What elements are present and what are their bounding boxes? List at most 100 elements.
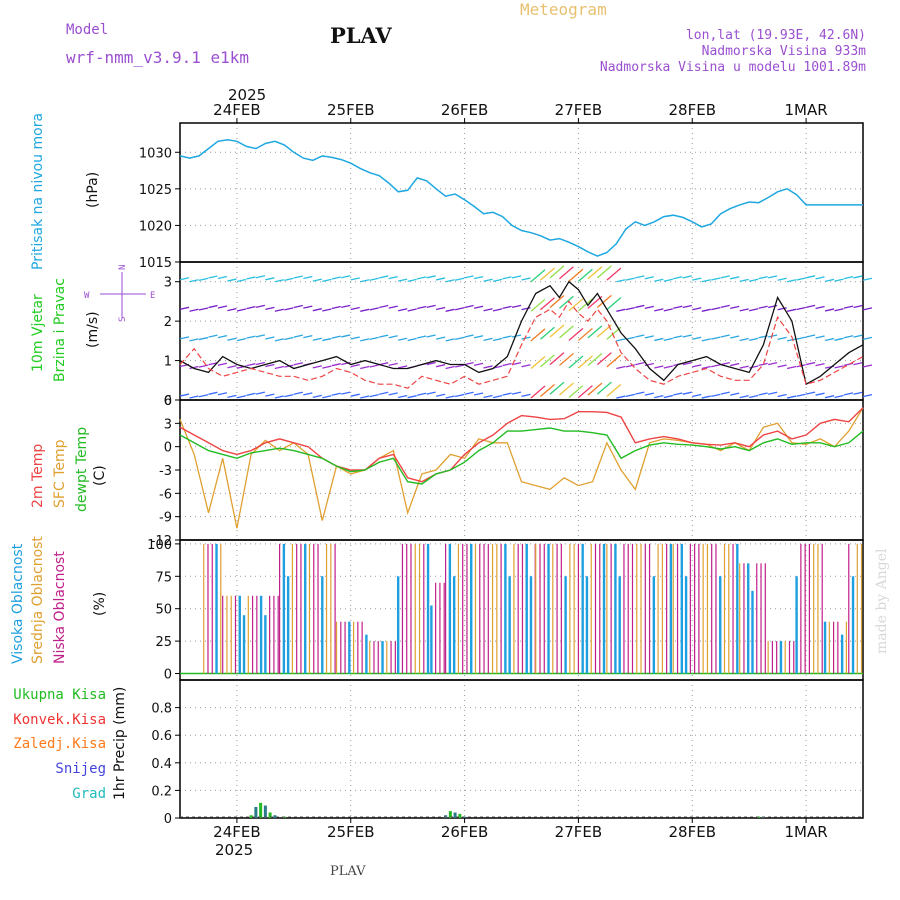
wind-barb xyxy=(189,395,199,399)
wind-barb xyxy=(767,362,778,366)
wind-barb xyxy=(815,305,825,310)
wind-barb xyxy=(303,275,313,280)
wind-barb xyxy=(293,362,303,366)
wind-barb xyxy=(379,391,389,395)
y-tick-label: 0.4 xyxy=(151,757,172,772)
wind-barb xyxy=(644,276,654,280)
wind-barb xyxy=(217,362,228,366)
wind-barb xyxy=(625,364,635,368)
wind-barb xyxy=(502,305,512,310)
bottom-x-axis-labels: 24FEB 25FEB 26FEB 27FEB 28FEB 1MAR xyxy=(213,818,828,841)
top-x-label: 26FEB xyxy=(441,101,488,119)
wind-barb xyxy=(549,381,565,395)
wind-barb xyxy=(568,298,584,312)
wind-barb xyxy=(692,277,702,281)
bottom-x-label: 1MAR xyxy=(784,823,827,841)
wind-barb xyxy=(255,275,266,279)
wind-barb xyxy=(473,305,484,309)
precip-bar xyxy=(453,812,457,818)
wind-barb xyxy=(435,393,446,397)
wind-panel: 0 1 2 3 xyxy=(164,261,873,409)
dewpt-label: dewpt Temp xyxy=(74,427,90,512)
pressure-line xyxy=(179,139,863,257)
wind-barb xyxy=(265,363,275,368)
wind-barb xyxy=(616,308,626,312)
wind-barb xyxy=(758,362,768,367)
wind-barb xyxy=(521,393,531,397)
wind-barb xyxy=(739,365,749,369)
wind-barb xyxy=(568,385,584,399)
wind-barb xyxy=(426,361,436,366)
wind-barb xyxy=(824,278,835,283)
wind-barb xyxy=(701,308,711,312)
wind-barb xyxy=(331,363,341,367)
wind-barb xyxy=(815,276,825,280)
wind-barb xyxy=(454,364,465,368)
wind-barb xyxy=(379,275,389,279)
wind-barb xyxy=(767,334,778,338)
wind-barb xyxy=(454,277,465,281)
wind-barb xyxy=(198,307,209,311)
wind-barb xyxy=(692,364,702,368)
wind-barb xyxy=(217,392,228,396)
wind-barb xyxy=(853,334,863,338)
wind-barb xyxy=(246,305,256,310)
wind-barb xyxy=(502,335,512,339)
wind-barb xyxy=(322,278,332,283)
wind-barb xyxy=(274,308,285,312)
meteogram-title: Meteogram xyxy=(520,0,607,19)
wind-barb xyxy=(189,308,199,312)
wind-barb xyxy=(246,276,256,280)
sfc-label: SFC Temp xyxy=(52,439,68,508)
wind-barb xyxy=(616,365,626,370)
wind-barb xyxy=(473,335,484,339)
wind-barb xyxy=(179,277,190,281)
wind-barb xyxy=(577,327,593,341)
wind-barb xyxy=(673,305,683,309)
wind-barb xyxy=(331,276,341,280)
wind-barb xyxy=(398,337,408,341)
wind-barb xyxy=(426,275,436,279)
wind-barb xyxy=(417,305,427,310)
wind-barb xyxy=(435,336,446,340)
wind-barb xyxy=(692,307,702,311)
wind-barb xyxy=(654,394,664,399)
wind-barb xyxy=(217,334,228,339)
precip-bar xyxy=(259,802,263,818)
wind-barb xyxy=(293,334,303,338)
y-tick-label: 0 xyxy=(164,441,172,456)
precip-bar xyxy=(458,813,462,818)
wind-barb xyxy=(492,278,503,282)
y-tick-label: 6 xyxy=(164,394,172,409)
high-cloud-label: Visoka Oblacnost xyxy=(10,543,26,664)
wind-barb xyxy=(445,308,455,312)
wind-barb xyxy=(473,392,484,396)
wind-barb xyxy=(654,278,664,282)
wind-barb xyxy=(236,308,247,312)
wind-barb xyxy=(587,266,603,280)
wind-barb xyxy=(274,279,285,283)
pressure-title: Pritisak na nivou mora xyxy=(30,113,46,270)
wind-barb xyxy=(663,308,673,312)
cloud-ylabel: (%) xyxy=(92,592,108,616)
wind-barb xyxy=(236,337,247,342)
wind-barb xyxy=(464,304,474,309)
wind-barb xyxy=(749,278,759,282)
wind-barb xyxy=(388,362,398,366)
wind-ylabel: (m/s) xyxy=(85,311,101,348)
compass-e: E xyxy=(150,291,155,301)
mid-cloud-label: Srednja Oblacnost xyxy=(30,536,46,664)
wind-barb xyxy=(274,365,285,370)
wind-barb xyxy=(246,335,256,339)
wind-barb xyxy=(388,392,398,396)
wind-barb xyxy=(644,305,654,309)
wind-barb xyxy=(426,334,436,338)
pressure-panel: 1015 1020 1025 1030 xyxy=(139,122,864,271)
wind-barb xyxy=(284,394,294,398)
bottom-x-label: 25FEB xyxy=(327,823,374,841)
wind-barb xyxy=(625,393,635,398)
wind-barb xyxy=(530,385,546,399)
wind-barb xyxy=(701,395,711,399)
wind-barb xyxy=(483,394,493,399)
y-tick-label: 0.6 xyxy=(151,729,172,744)
